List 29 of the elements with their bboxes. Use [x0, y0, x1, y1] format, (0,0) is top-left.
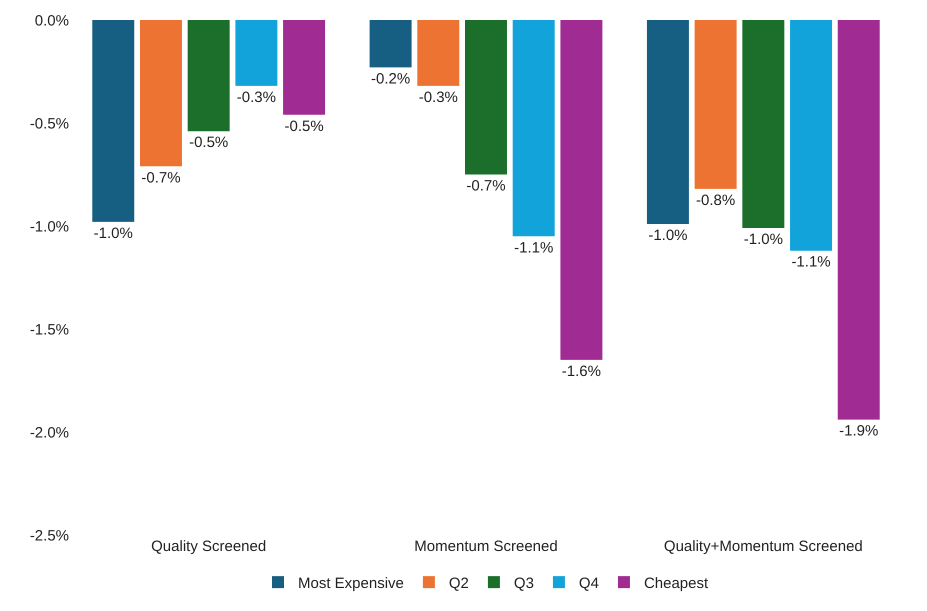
y-tick-label: 0.0%: [34, 12, 69, 30]
data-label: -0.3%: [236, 88, 276, 106]
data-label: -1.0%: [648, 226, 688, 244]
data-label: -0.8%: [696, 192, 736, 209]
x-tick-label: Momentum Screened: [414, 538, 558, 555]
x-tick-label: Quality Screened: [151, 538, 266, 555]
y-tick-label: -2.5%: [30, 527, 69, 544]
data-label: -0.7%: [141, 169, 181, 186]
y-tick-label: -0.5%: [30, 115, 69, 132]
data-label: -0.2%: [371, 70, 410, 88]
data-label: -1.1%: [514, 239, 554, 256]
data-label: -0.5%: [284, 118, 324, 135]
y-tick-label: -1.5%: [30, 321, 69, 338]
legend-label: Q2: [448, 575, 469, 592]
data-label: -0.5%: [189, 134, 228, 152]
data-label: -1.0%: [94, 224, 133, 242]
data-label: -1.0%: [744, 231, 783, 248]
data-label: -1.6%: [562, 362, 601, 380]
legend-label: Q4: [578, 575, 599, 592]
data-label: -1.9%: [839, 422, 878, 440]
y-tick-label: -1.0%: [30, 218, 69, 236]
y-tick-label: -2.0%: [30, 424, 69, 442]
data-label: -0.3%: [418, 88, 458, 106]
legend-label: Cheapest: [644, 575, 709, 592]
legend-label: Most Expensive: [298, 575, 404, 592]
legend-label: Q3: [514, 575, 534, 592]
x-tick-label: Quality+Momentum Screened: [664, 538, 863, 555]
data-label: -1.1%: [791, 254, 831, 271]
data-label: -0.7%: [466, 178, 506, 194]
